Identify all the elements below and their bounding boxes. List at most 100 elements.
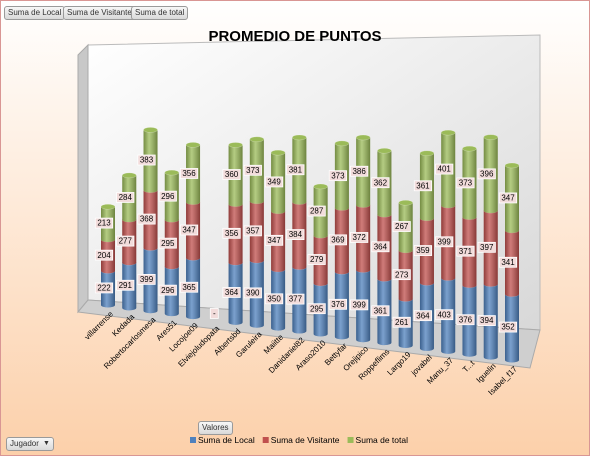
values-button[interactable]: Valores [198,421,233,435]
data-label-text: 368 [140,215,154,224]
data-label-box [286,293,305,305]
bar-cap [440,129,456,136]
data-label: 372 [350,232,369,243]
data-label-text: 396 [480,169,494,178]
data-label-box [328,234,347,246]
data-label-box [222,287,241,298]
data-label-box [94,217,114,229]
data-label: 295 [307,303,326,315]
data-label-text: 356 [182,169,196,178]
data-label: 213 [94,217,114,229]
field-button[interactable]: Suma de Local [4,6,66,20]
data-label-box [328,298,347,310]
data-label-box [350,299,369,311]
data-label: 347 [265,234,284,246]
data-label-text: 369 [331,235,345,244]
field-button[interactable]: Suma de Visitante [63,6,136,20]
data-label-text: 376 [459,315,473,324]
dropdown-arrow: ▼ [42,440,50,447]
data-label-text: 381 [289,165,303,174]
bar-cap [313,183,328,190]
data-label: 296 [158,190,177,202]
data-label: - [209,308,219,319]
data-label: 364 [371,241,390,253]
data-label-text: 399 [438,237,452,246]
data-label: 371 [456,245,475,257]
data-label: 204 [94,249,114,261]
data-label-text: 390 [246,288,260,297]
data-label: 279 [307,254,326,265]
bar-cap [504,162,520,169]
data-label-box [371,177,390,189]
bar-cap [270,149,286,156]
data-label-box [265,176,284,188]
bar-cap [483,134,498,140]
data-label-box [307,205,326,217]
data-label-box [498,192,518,204]
bar-cap [249,136,265,143]
data-label-text: 372 [352,233,366,242]
data-label-box [137,154,156,166]
bar-cap [164,169,180,176]
data-label: 399 [137,274,156,285]
data-label-text: 383 [140,156,154,165]
bar-cap [355,134,371,141]
data-label-box [179,168,199,179]
data-label-text: 296 [161,286,175,295]
data-label: 365 [179,281,199,293]
data-label-text: 394 [480,316,494,325]
data-label: 261 [392,316,411,328]
data-label-text: 347 [501,194,515,203]
data-label-box [350,232,369,243]
data-label-text: 371 [459,247,473,256]
data-label-text: 365 [182,283,196,292]
legend-swatch [190,437,196,443]
data-label-box [477,315,496,327]
row-field-dropdown[interactable]: Jugador ▼ [6,437,54,451]
bar-cap [398,199,413,206]
data-label: 376 [328,298,347,310]
bar-cap [100,203,116,210]
data-label-text: 360 [225,170,239,179]
data-label-text: 377 [289,295,303,304]
data-label-text: 350 [267,294,281,303]
field-button[interactable]: Suma de total [131,6,189,20]
row-field-label: Jugador [10,439,39,448]
data-label-text: 287 [310,207,324,216]
data-label: 356 [179,168,199,179]
data-label: 403 [435,309,454,321]
data-label-box [179,224,199,236]
data-label-box [243,164,262,176]
data-label-box [456,314,475,326]
data-label: 399 [350,299,369,311]
data-label-text: 267 [395,222,409,231]
data-label-box [456,245,475,257]
data-label: 364 [413,310,433,322]
data-label-box [286,229,305,240]
data-label-box [307,254,326,265]
data-label: 291 [116,279,135,291]
data-label: 352 [498,321,518,333]
data-label-box [477,241,496,253]
data-label-box [116,192,135,203]
legend-label: Suma de total [356,435,409,445]
data-label-box [158,284,177,296]
legend-swatch [262,437,269,443]
bar-cap [419,150,435,157]
data-label: 383 [137,154,156,166]
data-label-box [209,308,219,319]
data-label-text: 291 [119,281,133,290]
data-label-text: - [213,309,216,318]
data-label-box [413,310,433,322]
data-label-text: 399 [140,275,154,284]
data-label-box [158,190,177,202]
data-label-box [392,221,411,232]
data-label-box [94,282,114,294]
data-label: 368 [137,213,156,225]
data-label-box [413,180,433,192]
legend-swatch [347,437,354,443]
data-label-text: 361 [416,181,430,190]
data-label-text: 373 [246,166,260,175]
data-label-text: 279 [310,255,324,264]
data-label-text: 277 [119,237,133,246]
